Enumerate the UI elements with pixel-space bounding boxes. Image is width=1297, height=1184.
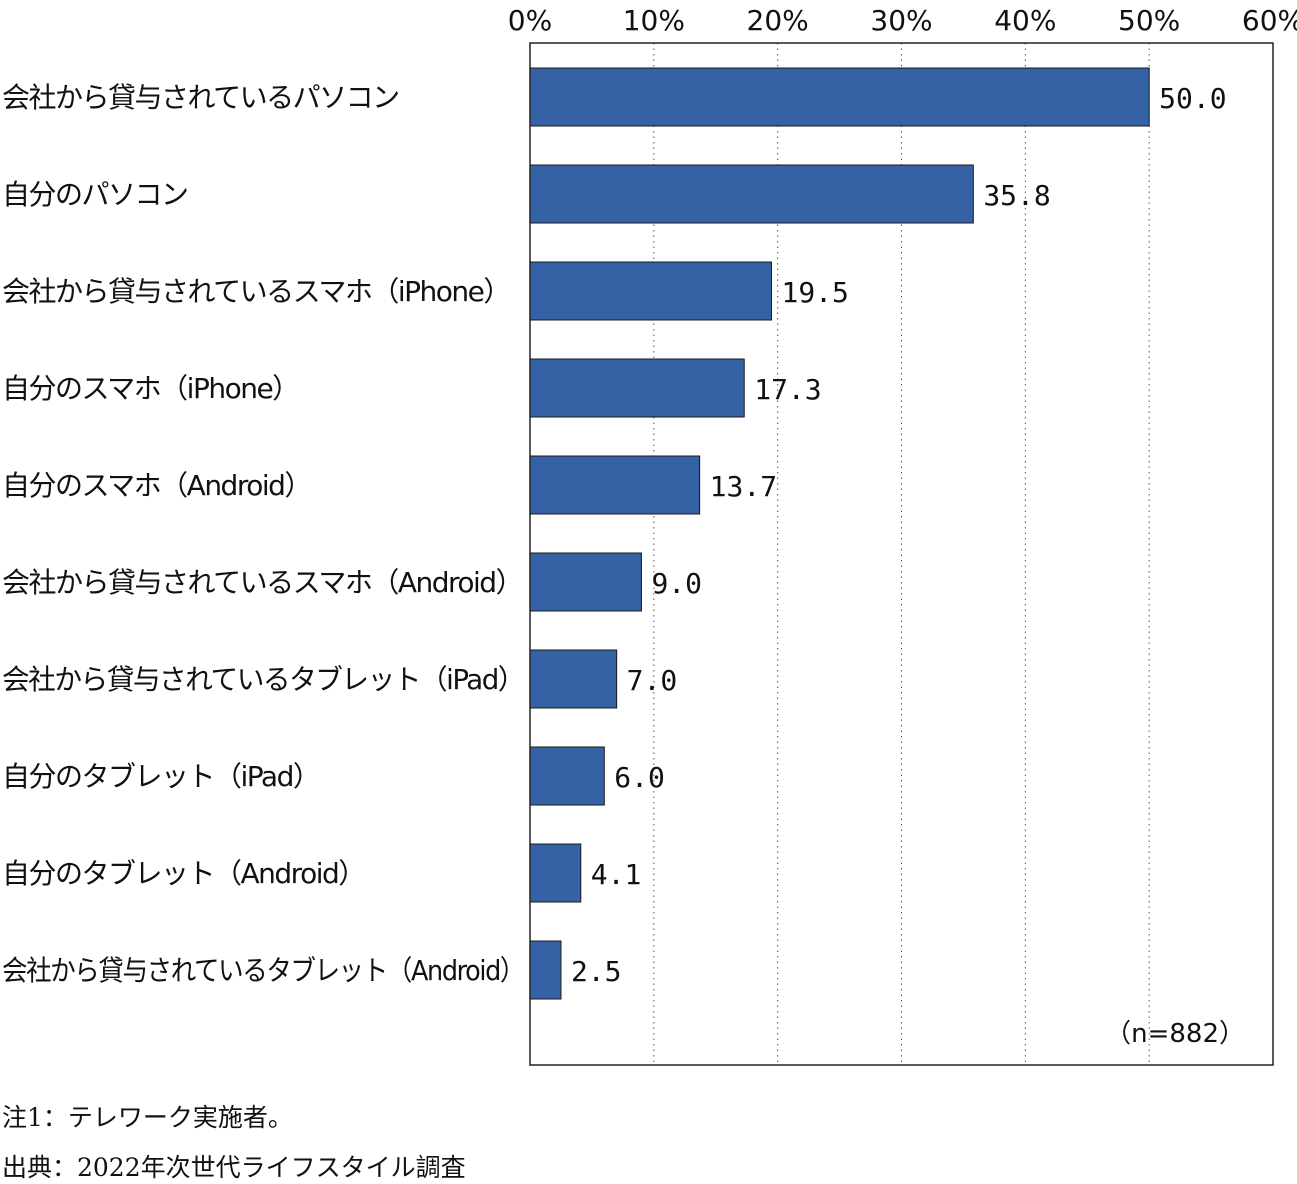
category-label: 自分のスマホ（iPhone） xyxy=(2,372,299,405)
footnote-note: 注1：テレワーク実施者。 xyxy=(2,1103,293,1132)
category-labels: 会社から貸与されているパソコン自分のパソコン会社から貸与されているスマホ（iPh… xyxy=(2,81,526,987)
bar xyxy=(529,261,772,321)
value-label: 35.8 xyxy=(983,179,1050,212)
value-label: 9.0 xyxy=(651,567,702,600)
bar xyxy=(529,940,562,1000)
plot-frame xyxy=(529,42,1274,1066)
x-tick-label: 20% xyxy=(747,4,809,37)
category-label: 自分のスマホ（Android） xyxy=(2,469,311,502)
value-label: 19.5 xyxy=(781,276,848,309)
bar-chart: 0% 10% 20% 30% 40% 50% 60% 会社から貸与されているパソコン自分のパ… xyxy=(2,4,1297,1066)
category-label: 自分のタブレット（iPad） xyxy=(2,760,319,793)
value-label: 50.0 xyxy=(1159,82,1226,115)
bar xyxy=(529,843,582,903)
x-tick-label: 60% xyxy=(1242,4,1297,37)
value-label: 4.1 xyxy=(591,858,642,891)
bar xyxy=(529,746,605,806)
value-labels: 50.0 35.8 19.5 17.3 13.7 9.0 7.0 6.0 4.1 2.5 xyxy=(571,82,1227,988)
bar xyxy=(529,552,642,612)
category-label: 会社から貸与されているスマホ（Android） xyxy=(2,566,522,599)
bars xyxy=(529,67,1150,1000)
value-label: 7.0 xyxy=(627,664,678,697)
x-tick-label: 10% xyxy=(623,4,685,37)
x-axis-tick-labels: 0% 10% 20% 30% 40% 50% 60% xyxy=(508,4,1297,37)
value-label: 2.5 xyxy=(571,955,622,988)
footnote-source: 出典：2022年次世代ライフスタイル調査 xyxy=(2,1153,466,1182)
value-label: 13.7 xyxy=(710,470,777,503)
value-label: 6.0 xyxy=(614,761,665,794)
category-label: 会社から貸与されているスマホ（iPhone） xyxy=(2,275,510,308)
bar xyxy=(529,164,974,224)
category-label: 会社から貸与されているタブレット（Android） xyxy=(2,954,524,987)
sample-size-note: （n=882） xyxy=(1105,1019,1245,1049)
x-tick-label: 50% xyxy=(1118,4,1180,37)
bar xyxy=(529,358,745,418)
x-tick-label: 0% xyxy=(508,4,552,37)
value-label: 17.3 xyxy=(754,373,821,406)
category-label: 自分のタブレット（Android） xyxy=(2,857,365,890)
bar xyxy=(529,649,618,709)
bar xyxy=(529,67,1150,127)
category-label: 会社から貸与されているタブレット（iPad） xyxy=(2,663,524,696)
x-tick-label: 40% xyxy=(994,4,1056,37)
category-label: 会社から貸与されているパソコン xyxy=(2,81,399,114)
bar xyxy=(529,455,701,515)
x-tick-label: 30% xyxy=(870,4,932,37)
category-label: 自分のパソコン xyxy=(2,178,188,211)
